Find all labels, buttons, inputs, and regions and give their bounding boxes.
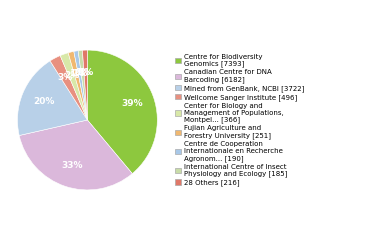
Legend: Centre for Biodiversity
Genomics [7393], Canadian Centre for DNA
Barcoding [6182: Centre for Biodiversity Genomics [7393],… [175, 53, 305, 187]
Text: 20%: 20% [33, 97, 54, 106]
Wedge shape [78, 50, 87, 120]
Wedge shape [74, 51, 87, 120]
Text: 33%: 33% [62, 161, 83, 169]
Wedge shape [50, 56, 87, 120]
Text: 1%: 1% [69, 69, 84, 78]
Text: 39%: 39% [121, 99, 143, 108]
Text: 1%: 1% [75, 68, 90, 77]
Wedge shape [60, 53, 87, 120]
Text: 2%: 2% [64, 71, 79, 80]
Wedge shape [68, 51, 87, 120]
Wedge shape [82, 50, 87, 120]
Wedge shape [87, 50, 157, 174]
Wedge shape [17, 61, 87, 136]
Text: 1%: 1% [72, 69, 87, 78]
Text: 1%: 1% [78, 68, 93, 77]
Wedge shape [19, 120, 132, 190]
Text: 3%: 3% [58, 73, 73, 82]
